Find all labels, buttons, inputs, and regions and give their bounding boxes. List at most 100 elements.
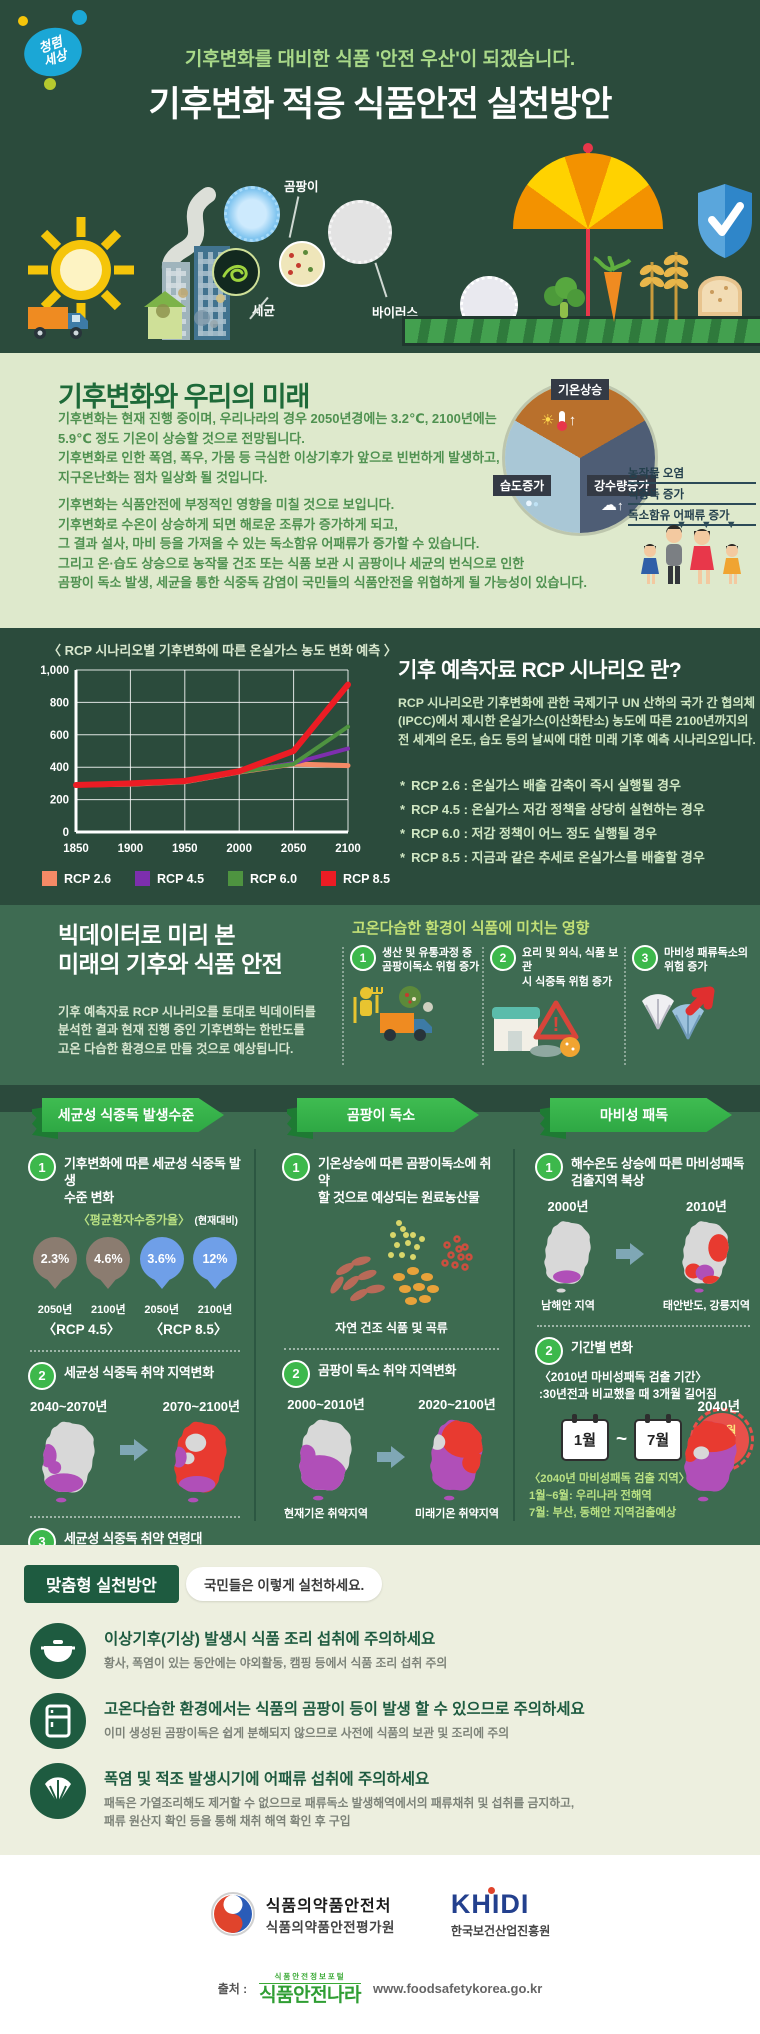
pin-rcp45-2100: 4.6% 2100년 [83,1236,133,1317]
effect-poisoning: 식중독 증가 [628,484,756,505]
legend-label: RCP 2.6 [64,871,112,886]
legend-item: RCP 6.0 [228,871,297,886]
impact-item-2: 2 요리 및 외식, 식품 보관 시 식중독 위험 증가 ! [490,945,620,1064]
item-number: 1 [282,1153,310,1181]
khidi-wordmark: KHIDI [450,1887,530,1919]
svg-text:200: 200 [50,795,69,807]
korea-map [34,1418,104,1504]
header: 청렴 세상 기후변화를 대비한 식품 '안전 우산'이 되겠습니다. 기후변화 … [0,0,760,353]
legend-label: RCP 8.5 [343,871,391,886]
effect-shellfish: 독소함유 어패류 증가 [628,505,756,526]
banner-bacterial: 세균성 식중독 발생수준 [32,1098,224,1139]
legend-label: RCP 4.5 [157,871,205,886]
khidi-sub: 한국보건산업진흥원 [450,1924,551,1938]
virus-label-line [374,262,388,298]
rcp-line-chart: 1850 1900 1950 2000 2050 2100 0 200 400 600 800 1,0… [40,665,361,855]
avg-rate-note: (현재대비) [194,1215,238,1227]
item-number: 2 [282,1359,310,1388]
header-subtitle: 기후변화를 대비한 식품 '안전 우산'이 되겠습니다. [184,49,576,70]
impact-number: 2 [490,945,516,971]
column-mold: 1 기온상승에 따른 곰팡이독소에 취약 할 것으로 예상되는 원료농산물 자연… [254,1143,513,1545]
korea-map [676,1417,746,1503]
section-columns: 세균성 식중독 발생수준 곰팡이 독소 마비성 패독 1 기후변화에 따른 세균… [0,1085,760,1545]
future-paragraph-1: 기후변화는 현재 진행 중이며, 우리나라의 경우 2050년경에는 3.2℃,… [58,411,500,485]
svg-text:800: 800 [50,697,69,709]
page-title: 기후변화 적응 식품안전 실천방안 [148,85,613,124]
rain-icons: ☁↑ [601,497,624,514]
legend-label: RCP 6.0 [250,871,298,886]
impact-number: 1 [350,945,376,971]
pin-rcp45-2050: 2.3% 2050년 [30,1236,80,1317]
item-number: 2 [535,1336,563,1365]
portal-url: www.foodsafetykorea.go.kr [373,1981,543,1997]
action-badge: 맞춤형 실천방안 [24,1565,179,1603]
portal-name: 식품안전나라 [259,1984,362,2006]
divider-dotted [624,947,626,1065]
wheat-icon [639,252,689,320]
korea-map [675,1218,737,1294]
rcp-body: RCP 시나리오란 기후변화에 관한 국제기구 UN 산하의 국가 간 협의체 … [398,696,756,747]
store-warning-icon: ! [492,1000,580,1057]
portal-small: 식품안전정보포털 [259,1973,362,1984]
arrow-right-icon [376,1446,407,1469]
temp-icons: ☀ ↑ [541,411,577,431]
future-title: 기후변화와 우리의 미래 [58,382,310,412]
mfds-symbol-icon [210,1892,255,1936]
item-number: 2 [28,1361,56,1390]
climate-wheel-disc [505,383,655,533]
pin-rcp85-2050: 3.6% 2050년 [137,1236,187,1317]
area-line-1: 1월~6월: 우리나라 전해역 [529,1489,652,1502]
bigdata-title: 빅데이터로 미리 본 미래의 기후와 식품 안전 [58,922,283,977]
col1-item1-title: 기후변화에 따른 세균성 식중독 발생 수준 변화 [64,1156,241,1205]
column-divider [254,1149,256,1521]
banner-mold: 곰팡이 독소 [287,1098,479,1139]
action-desc: 황사, 폭염이 있는 동안에는 야외활동, 캠핑 등에서 식품 조리 섭취 주의 [104,1656,448,1670]
pin-row: 2.3% 2050년 4.6% 2100년 3.6% 2050년 12% 2100년 [28,1236,242,1317]
korea-map [537,1218,599,1294]
col2-item2-title: 곰팡이 독소 취약 지역변화 [318,1362,457,1378]
separator [30,1515,240,1518]
calendar-jul: 7월 [634,1413,683,1461]
korea-map [422,1416,492,1502]
action-item-3: 폭염 및 적조 발생시기에 어패류 섭취에 주의하세요 패독은 가열조리해도 제… [30,1763,574,1830]
map-2010: 2010년 태안반도, 강릉지역 [662,1198,750,1312]
legend-item: RCP 2.6 [42,871,111,886]
svg-text:1,000: 1,000 [40,665,69,677]
period-note-1: 〈2010년 마비성패독 검출 기간〉 [539,1369,708,1384]
logo-dot-cyan [72,10,87,25]
wheel-label-temp: 기온상승 [551,379,610,400]
divider-dotted [342,947,344,1065]
svg-text:1850: 1850 [63,843,89,855]
section-future: 기후변화와 우리의 미래 기후변화는 현재 진행 중이며, 우리나라의 경우 2… [0,353,760,628]
umbrella-tip [583,143,593,153]
rcp-bullet: * RCP 8.5 : 지금과 같은 추세로 온실가스를 배출할 경우 [400,850,705,865]
impact-label: 생산 및 유통과정 중 곰팡이독소 위험 증가 [382,947,480,974]
mfds-sub: 식품의약품안전평가원 [265,1920,395,1935]
source-label: 출처 : [217,1982,248,1997]
effect-crop: 농작물 오염 [628,463,756,484]
umbrella-icon [513,153,663,229]
impact-label: 마비성 패류독소의 위험 증가 [664,947,749,974]
impact-label: 요리 및 외식, 식품 보관 시 식중독 위험 증가 [522,947,619,988]
impact-number: 3 [632,945,658,971]
separator [284,1347,499,1350]
map-2040-block: 2040년 [676,1395,746,1503]
map-2000: 2000년 남해안 지역 [537,1196,599,1313]
action-desc: 이미 생성된 곰팡이독은 쉽게 분해되지 않으므로 사전에 식품의 보관 및 조… [104,1726,510,1740]
scenario-rcp85: 〈RCP 8.5〉 [149,1321,228,1337]
separator [537,1324,750,1327]
shellfish-risk-icon [642,986,715,1040]
arrow-right-icon [120,1438,150,1461]
rcp-bullets: * RCP 2.6 : 온실가스 배출 감축이 즉시 실행될 경우 * RCP 4.… [400,770,705,871]
arrow-right-icon [615,1243,646,1266]
korea-map [166,1418,236,1504]
svg-text:2000: 2000 [226,843,252,855]
col3-item1-title: 해수온도 상승에 따른 마비성패독 검출지역 북상 [571,1156,745,1188]
map-2000-2010: 2000~2010년 현재기온 취약지역 [284,1396,369,1520]
svg-text:2100: 2100 [335,843,361,855]
virus-blue-icon [224,186,280,242]
foodsafety-portal-logo: 식품안전정보포털 식품안전나라 [259,1973,362,2006]
khidi-dot [488,1887,496,1894]
svg-text:600: 600 [50,730,69,742]
particle-cluster [150,270,240,340]
